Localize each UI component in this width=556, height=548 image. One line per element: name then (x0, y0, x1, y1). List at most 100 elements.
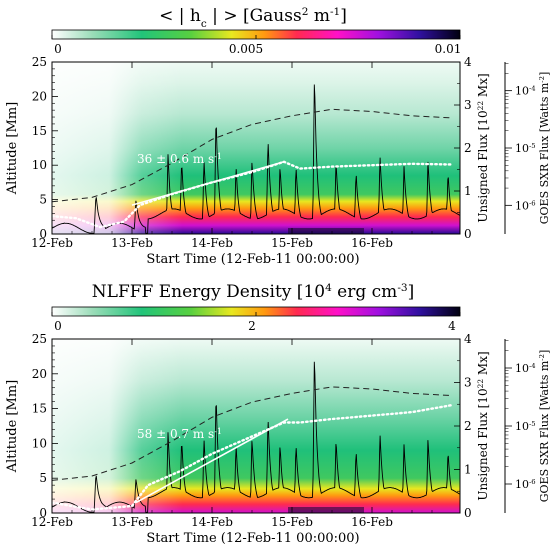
text-part: -2 (538, 76, 546, 83)
x-tick-label: 12-Feb (31, 236, 73, 250)
x-tick-label: 13-Feb (111, 236, 153, 250)
text-part: erg cm (332, 282, 398, 302)
x-tick-label: 16-Feb (351, 236, 393, 250)
text-part: ] (340, 6, 347, 26)
colorbar: 0 0.005 0.01 (51, 29, 461, 56)
velocity-annotation-text: 36 ± 0.6 m s (137, 152, 214, 166)
text-part: GOES SXR Flux [Watts m (538, 360, 551, 502)
colorbar-tick-label: 0 (54, 319, 62, 333)
y-tick-label: 5 (39, 471, 47, 485)
text-part: -6 (529, 478, 536, 486)
goes-axis-label: GOES SXR Flux [Watts m-2] (538, 72, 551, 225)
text-part: Mx] (476, 73, 490, 101)
flux-tick-label: 3 (464, 98, 472, 112)
text-part: 10 (515, 85, 529, 98)
goes-tick-label: 10-6 (515, 478, 536, 491)
text-part: GOES SXR Flux [Watts m (538, 82, 551, 224)
flux-tick-label: 1 (464, 463, 472, 477)
text-part: 10 (515, 362, 529, 375)
y-axis-label: Altitude [Mm] (5, 102, 20, 195)
velocity-fit-line (135, 418, 289, 504)
y-tick-label: 15 (32, 402, 47, 416)
y-tick-label: 0 (39, 227, 47, 241)
x-tick-label: 15-Feb (271, 515, 313, 529)
x-tick-label: 15-Feb (271, 236, 313, 250)
flux-axis-label: Unsigned Flux [1022 Mx] (476, 73, 491, 222)
text-part: -5 (529, 142, 536, 150)
chart-title: NLFFF Energy Density [104 erg cm-3] (92, 282, 414, 302)
y-tick-label: 25 (32, 332, 47, 346)
text-part: | > [Gauss (207, 6, 302, 26)
velocity-annotation-exp: -1 (214, 152, 222, 161)
text-part: -3 (397, 282, 407, 294)
chart-panel-energy-density: NLFFF Energy Density [104 erg cm-3]0 2 458… (5, 282, 551, 546)
unsigned-flux-line (52, 108, 453, 203)
x-tick-label: 16-Feb (351, 515, 393, 529)
y-tick-label: 5 (39, 193, 47, 207)
text-part: -4 (529, 85, 536, 93)
goes-sxr-flux-line (52, 84, 460, 234)
text-part: < | h (159, 6, 201, 26)
velocity-annotation-text: 58 ± 0.7 m s (137, 427, 214, 441)
y-tick-label: 20 (32, 89, 47, 103)
y-tick-label: 25 (32, 55, 47, 69)
goes-tick-label: 10-5 (515, 420, 536, 433)
plot-area (52, 62, 460, 234)
flux-tick-label: 3 (464, 376, 472, 390)
text-part: c (201, 18, 207, 30)
colorbar-tick-label: 0.005 (229, 42, 263, 56)
y-tick-label: 15 (32, 124, 47, 138)
text-part: 10 (515, 142, 529, 155)
y-tick-label: 10 (32, 158, 47, 172)
text-part: 2 (302, 6, 309, 18)
text-part: 10 (515, 420, 529, 433)
flux-tick-label: 4 (464, 55, 472, 69)
text-part: -5 (529, 420, 536, 428)
heatmap-early-fade (52, 62, 460, 234)
colorbar-tick-label: 4 (448, 319, 456, 333)
colorbar: 0 2 4 (51, 306, 461, 333)
text-part: -1 (330, 6, 340, 18)
goes-sxr-flux-line (52, 361, 460, 513)
goes-tick-label: 10-4 (515, 362, 536, 375)
x-tick-label: 14-Feb (191, 236, 233, 250)
flux-tick-label: 2 (464, 419, 472, 433)
text-part: -4 (529, 362, 536, 370)
velocity-annotation-exp: -1 (214, 427, 222, 436)
unsigned-flux-line (52, 386, 453, 481)
text-part: Unsigned Flux [10 (476, 388, 490, 500)
velocity-annotation: 58 ± 0.7 m s-1 (137, 427, 222, 442)
y-tick-label: 20 (32, 367, 47, 381)
text-part: NLFFF Energy Density [10 (92, 282, 325, 302)
goes-axis-label: GOES SXR Flux [Watts m-2] (538, 350, 551, 503)
text-part: -6 (529, 199, 536, 207)
flux-tick-label: 2 (464, 141, 472, 155)
y-tick-label: 10 (32, 436, 47, 450)
y-tick-label: 0 (39, 506, 47, 520)
text-part: 22 (476, 379, 485, 388)
y-axis-label: Altitude [Mm] (5, 380, 20, 473)
text-part: Unsigned Flux [10 (476, 110, 490, 222)
chart-title: < | hc | > [Gauss2 m-1] (159, 6, 347, 30)
text-part: Mx] (476, 351, 490, 379)
text-part: 4 (325, 282, 332, 294)
velocity-annotation: 36 ± 0.6 m s-1 (137, 152, 222, 167)
goes-tick-label: 10-6 (515, 199, 536, 212)
text-part: 22 (476, 101, 485, 110)
mean-altitude-line (52, 403, 454, 511)
text-part: ] (408, 282, 415, 302)
flux-tick-label: 0 (464, 227, 472, 241)
goes-tick-label: 10-5 (515, 142, 536, 155)
x-tick-label: 14-Feb (191, 515, 233, 529)
text-part: -2 (538, 354, 546, 361)
heatmap-early-fade (52, 339, 460, 513)
velocity-fit-line (131, 160, 285, 206)
text-part: m (308, 6, 330, 26)
x-axis-label: Start Time (12-Feb-11 00:00:00) (146, 531, 359, 546)
flux-tick-label: 0 (464, 506, 472, 520)
flux-tick-label: 4 (464, 332, 472, 346)
text-part: ] (538, 72, 551, 76)
x-axis-label: Start Time (12-Feb-11 00:00:00) (146, 252, 359, 267)
